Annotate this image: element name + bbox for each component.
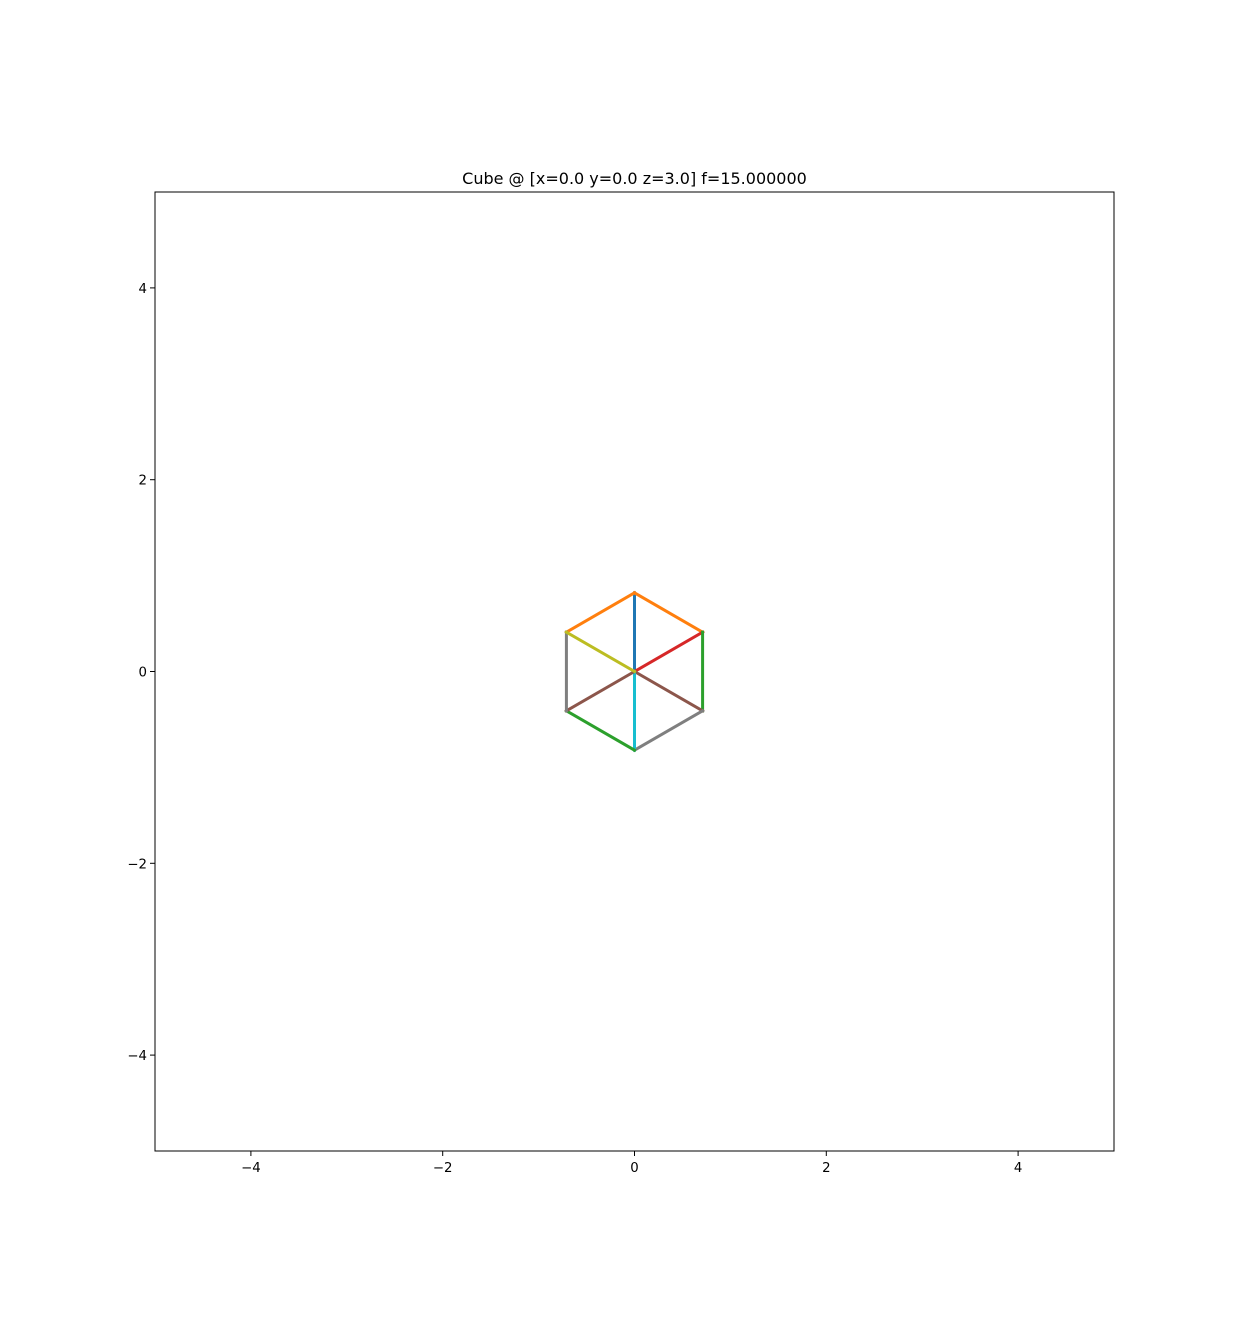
x-tick-label: 0: [630, 1161, 638, 1176]
y-tick-label: −2: [127, 857, 147, 872]
y-tick-label: 4: [139, 282, 147, 297]
y-tick-label: 2: [139, 474, 147, 489]
x-tick-label: 2: [822, 1161, 830, 1176]
plot-area: [155, 192, 1114, 1151]
chart-title: Cube @ [x=0.0 y=0.0 z=3.0] f=15.000000: [462, 169, 807, 188]
y-tick-label: −4: [127, 1049, 147, 1064]
x-tick-label: −4: [241, 1161, 261, 1176]
y-tick-label: 0: [139, 666, 147, 681]
x-tick-label: 4: [1014, 1161, 1022, 1176]
x-tick-label: −2: [433, 1161, 453, 1176]
